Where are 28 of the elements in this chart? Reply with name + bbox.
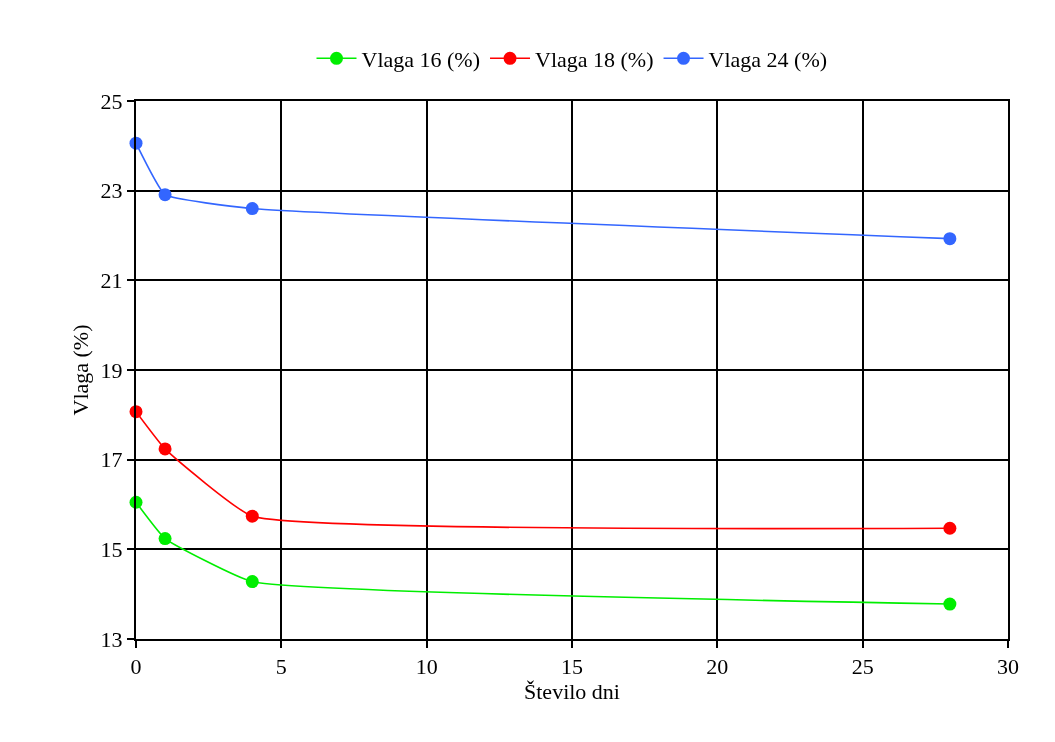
legend-label: Vlaga 18 (%) <box>535 46 654 72</box>
legend-label: Vlaga 24 (%) <box>708 46 828 72</box>
y-tick-label: 21 <box>100 268 123 294</box>
x-tick-label: 25 <box>851 654 874 680</box>
point <box>158 442 172 456</box>
x-tick-label: 5 <box>275 654 287 680</box>
point <box>158 188 172 202</box>
y-tick-label: 15 <box>100 537 123 563</box>
x-tick-label: 15 <box>561 654 583 680</box>
point <box>943 521 957 535</box>
point <box>943 597 957 611</box>
x-tick-label: 20 <box>706 654 729 680</box>
x-tick-label: 10 <box>415 654 438 680</box>
y-axis-title: Vlaga (%) <box>67 324 93 416</box>
point <box>158 532 172 546</box>
point <box>245 202 259 216</box>
y-tick-label: 13 <box>100 626 123 652</box>
y-tick-label: 19 <box>100 357 123 383</box>
x-tick-label: 0 <box>130 654 142 680</box>
legend-label: Vlaga 16 (%) <box>361 46 481 72</box>
y-tick-label: 23 <box>100 178 123 204</box>
x-tick-label: 30 <box>997 654 1019 680</box>
y-tick-label: 17 <box>100 447 123 473</box>
x-axis-title: Število dni <box>524 679 620 705</box>
point <box>245 509 259 523</box>
y-tick-label: 25 <box>100 88 123 114</box>
point <box>943 232 957 246</box>
point <box>245 575 259 589</box>
